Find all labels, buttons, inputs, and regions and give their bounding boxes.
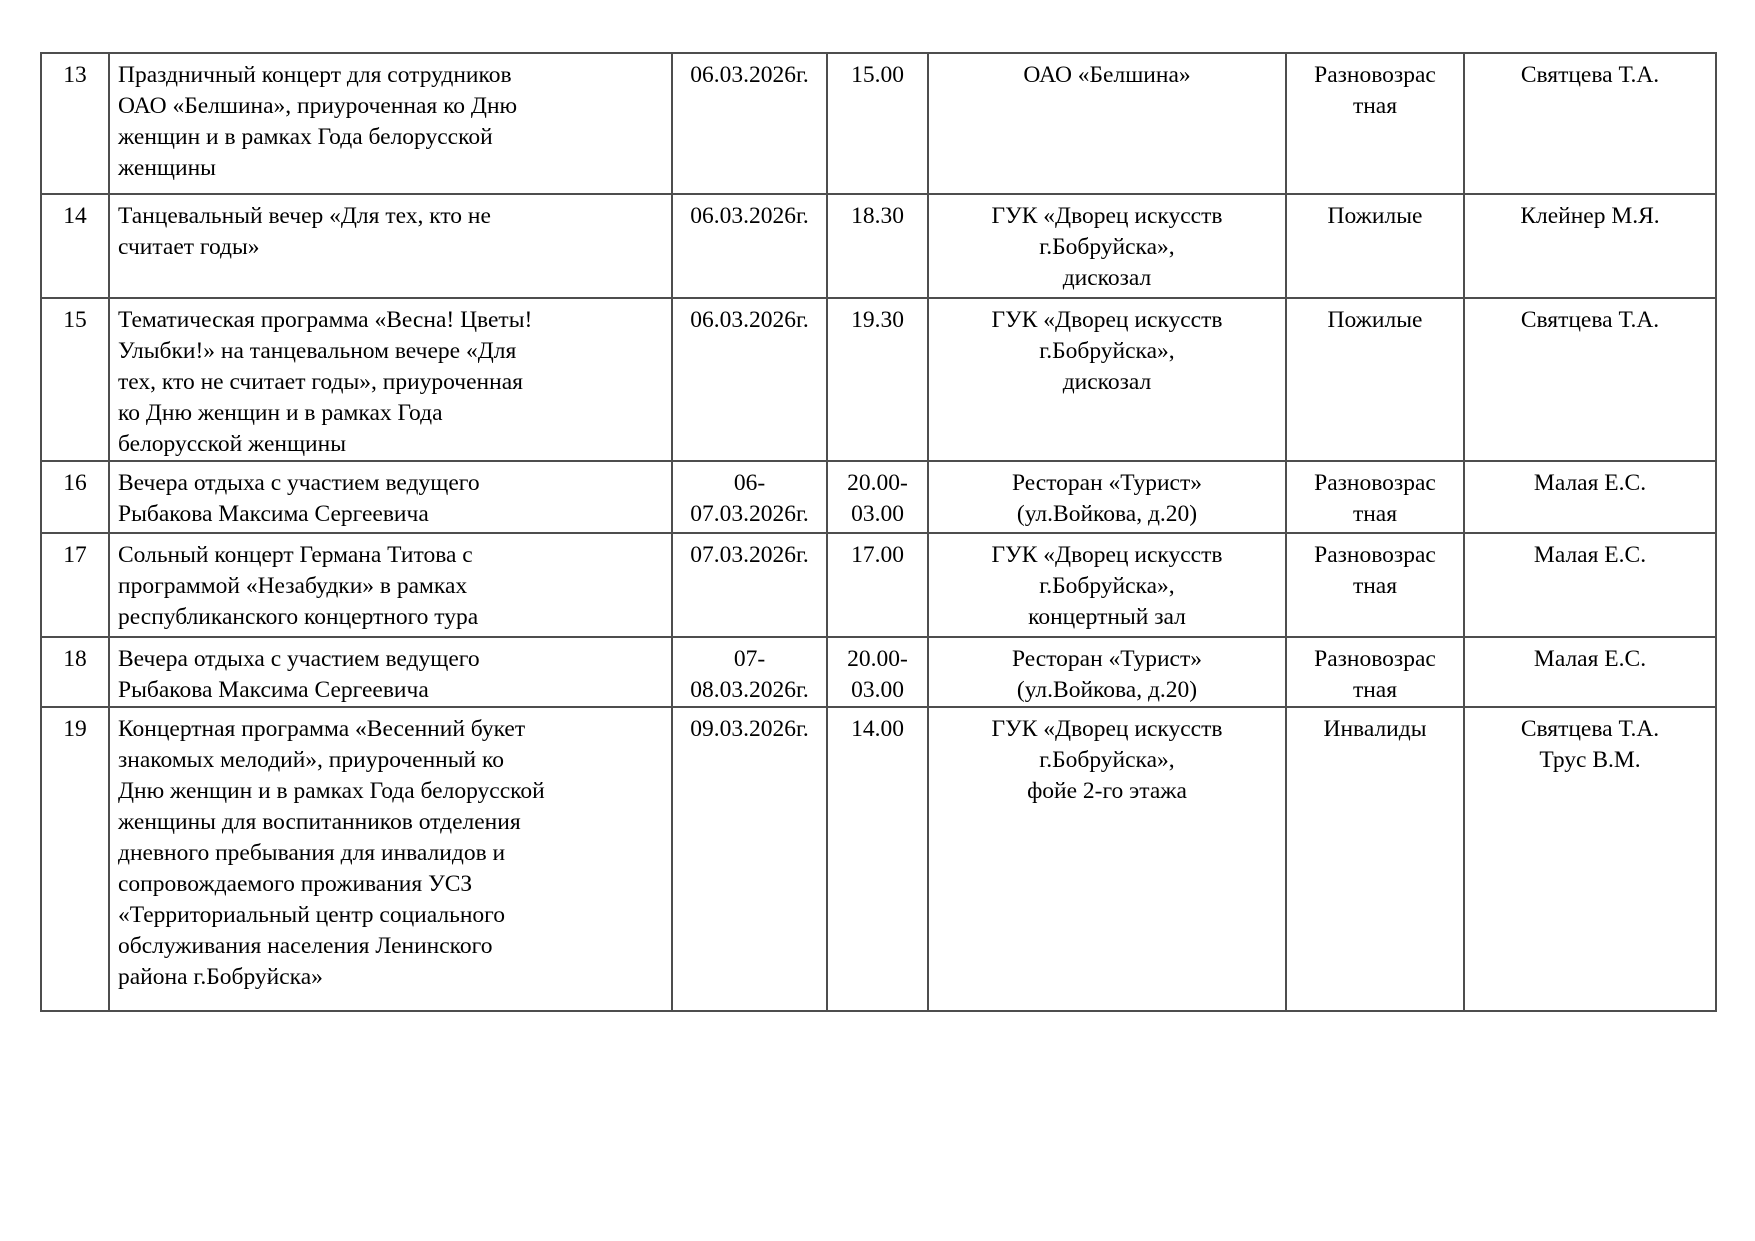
date-cell: 07.03.2026г.	[671, 532, 828, 638]
date-cell: 06.03.2026г.	[671, 193, 828, 299]
responsible-cell: Святцева Т.А. Трус В.М.	[1463, 706, 1717, 1012]
audience-cell: Пожилые	[1285, 297, 1465, 462]
event-name-cell: Сольный концерт Германа Титова с програм…	[108, 532, 673, 638]
time-cell: 17.00	[826, 532, 929, 638]
venue-cell: Ресторан «Турист» (ул.Войкова, д.20)	[927, 460, 1287, 534]
time-cell: 15.00	[826, 52, 929, 195]
time-cell: 20.00- 03.00	[826, 636, 929, 708]
event-name-cell: Праздничный концерт для сотрудников ОАО …	[108, 52, 673, 195]
venue-cell: ГУК «Дворец искусств г.Бобруйска», конце…	[927, 532, 1287, 638]
row-number-cell: 17	[40, 532, 110, 638]
row-number-cell: 19	[40, 706, 110, 1012]
table-row: 18 Вечера отдыха с участием ведущего Рыб…	[40, 636, 1717, 708]
venue-cell: ГУК «Дворец искусств г.Бобруйска», диско…	[927, 297, 1287, 462]
audience-cell: Разновозрас тная	[1285, 636, 1465, 708]
row-number-cell: 14	[40, 193, 110, 299]
event-name-cell: Вечера отдыха с участием ведущего Рыбако…	[108, 460, 673, 534]
responsible-cell: Малая Е.С.	[1463, 636, 1717, 708]
time-cell: 14.00	[826, 706, 929, 1012]
row-number-cell: 13	[40, 52, 110, 195]
table-row: 14 Танцевальный вечер «Для тех, кто не с…	[40, 193, 1717, 299]
time-cell: 19.30	[826, 297, 929, 462]
time-cell: 20.00- 03.00	[826, 460, 929, 534]
responsible-cell: Святцева Т.А.	[1463, 52, 1717, 195]
audience-cell: Разновозрас тная	[1285, 52, 1465, 195]
table-row: 17 Сольный концерт Германа Титова с прог…	[40, 532, 1717, 638]
event-name-cell: Тематическая программа «Весна! Цветы! Ул…	[108, 297, 673, 462]
row-number-cell: 15	[40, 297, 110, 462]
audience-cell: Пожилые	[1285, 193, 1465, 299]
venue-cell: ГУК «Дворец искусств г.Бобруйска», фойе …	[927, 706, 1287, 1012]
event-name-cell: Концертная программа «Весенний букет зна…	[108, 706, 673, 1012]
audience-cell: Инвалиды	[1285, 706, 1465, 1012]
venue-cell: ОАО «Белшина»	[927, 52, 1287, 195]
responsible-cell: Святцева Т.А.	[1463, 297, 1717, 462]
event-name-cell: Вечера отдыха с участием ведущего Рыбако…	[108, 636, 673, 708]
row-number-cell: 16	[40, 460, 110, 534]
responsible-cell: Малая Е.С.	[1463, 532, 1717, 638]
table-row: 13 Праздничный концерт для сотрудников О…	[40, 52, 1717, 195]
time-cell: 18.30	[826, 193, 929, 299]
event-name-cell: Танцевальный вечер «Для тех, кто не счит…	[108, 193, 673, 299]
row-number-cell: 18	[40, 636, 110, 708]
date-cell: 07- 08.03.2026г.	[671, 636, 828, 708]
table-row: 15 Тематическая программа «Весна! Цветы!…	[40, 297, 1717, 462]
responsible-cell: Клейнер М.Я.	[1463, 193, 1717, 299]
venue-cell: Ресторан «Турист» (ул.Войкова, д.20)	[927, 636, 1287, 708]
responsible-cell: Малая Е.С.	[1463, 460, 1717, 534]
audience-cell: Разновозрас тная	[1285, 460, 1465, 534]
date-cell: 06.03.2026г.	[671, 297, 828, 462]
date-cell: 09.03.2026г.	[671, 706, 828, 1012]
audience-cell: Разновозрас тная	[1285, 532, 1465, 638]
events-schedule-table: 13 Праздничный концерт для сотрудников О…	[40, 52, 1717, 1012]
venue-cell: ГУК «Дворец искусств г.Бобруйска», диско…	[927, 193, 1287, 299]
date-cell: 06- 07.03.2026г.	[671, 460, 828, 534]
date-cell: 06.03.2026г.	[671, 52, 828, 195]
table-row: 19 Концертная программа «Весенний букет …	[40, 706, 1717, 1012]
table-row: 16 Вечера отдыха с участием ведущего Рыб…	[40, 460, 1717, 534]
